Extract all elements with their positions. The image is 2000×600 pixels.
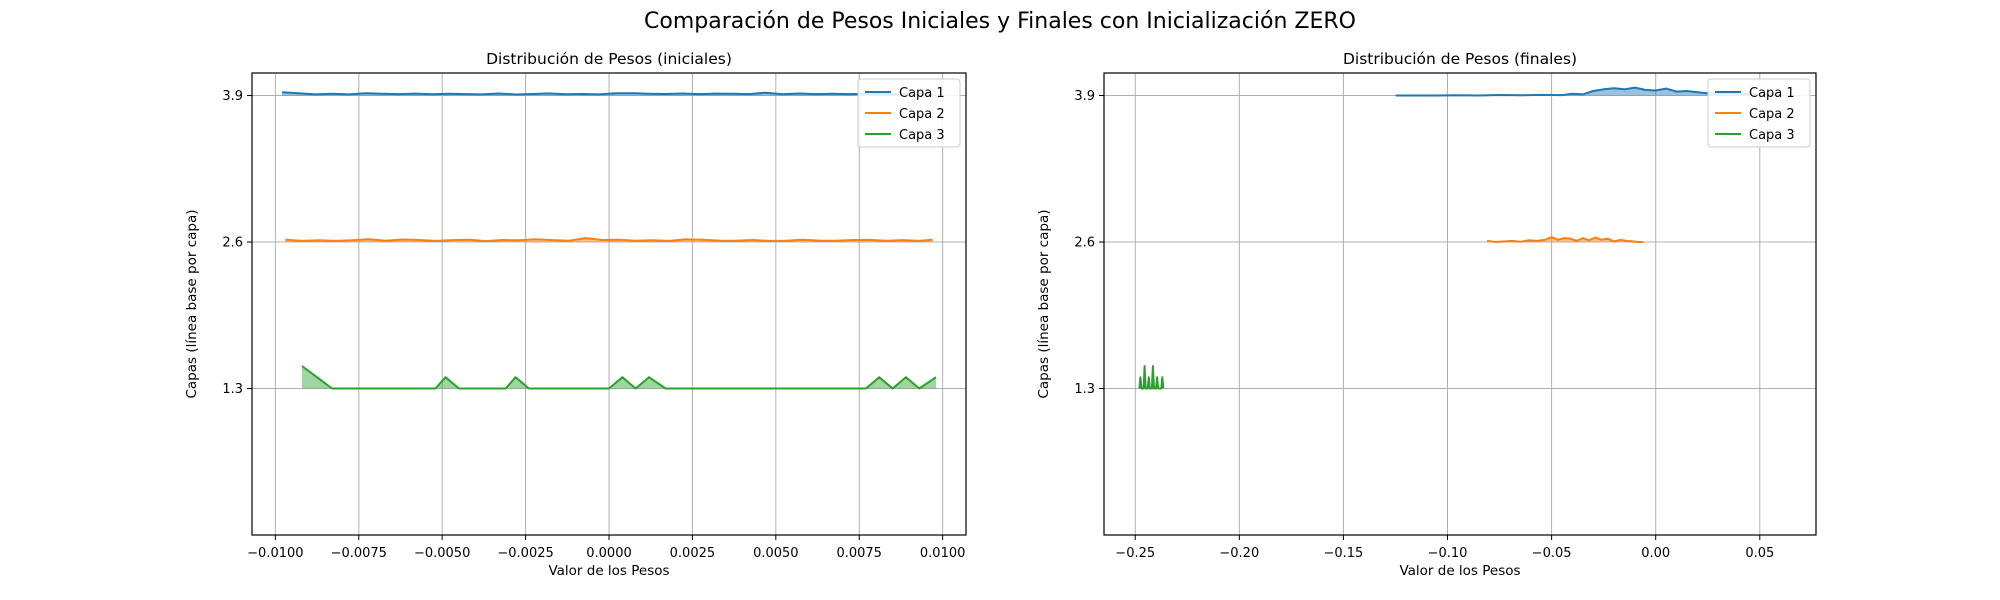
x-tick-label: −0.20 xyxy=(1219,546,1259,561)
legend: Capa 1 Capa 2 Capa 3 xyxy=(1707,78,1811,148)
legend-label-capa-3: Capa 3 xyxy=(899,128,945,143)
panel-title: Distribución de Pesos (iniciales) xyxy=(486,50,732,68)
x-tick-label: 0.0100 xyxy=(920,546,966,561)
legend-label-capa-2: Capa 2 xyxy=(899,107,945,122)
series-line-capa-2 xyxy=(1486,236,1644,243)
legend-label-capa-2: Capa 2 xyxy=(1749,107,1795,122)
series-area-capa-3 xyxy=(302,366,936,389)
x-tick-label: −0.0050 xyxy=(414,546,470,561)
x-tick-label: −0.05 xyxy=(1532,546,1572,561)
y-tick-label: 3.9 xyxy=(1074,89,1095,104)
x-tick-label: 0.00 xyxy=(1641,546,1670,561)
axes-frame xyxy=(1103,72,1817,536)
series-area-capa-2 xyxy=(1487,237,1644,242)
series-line-capa-3 xyxy=(301,365,937,390)
legend-box xyxy=(1707,78,1811,148)
y-tick-label: 3.9 xyxy=(222,89,243,104)
x-tick-label: 0.0075 xyxy=(836,546,882,561)
x-tick-label: −0.25 xyxy=(1115,546,1155,561)
x-tick-label: 0.0050 xyxy=(753,546,799,561)
legend-label-capa-3: Capa 3 xyxy=(1749,128,1795,143)
legend-label-capa-1: Capa 1 xyxy=(1749,86,1795,101)
x-tick-label: −0.0075 xyxy=(331,546,387,561)
y-tick-label: 2.6 xyxy=(222,236,243,251)
series-line-capa-1 xyxy=(281,91,933,96)
series-line-capa-3 xyxy=(1138,365,1165,390)
x-axis-label: Valor de los Pesos xyxy=(548,563,669,579)
x-axis-label: Valor de los Pesos xyxy=(1399,563,1520,579)
y-tick-label: 1.3 xyxy=(1074,382,1095,397)
y-tick-label: 1.3 xyxy=(222,382,243,397)
panel-title: Distribución de Pesos (finales) xyxy=(1343,50,1577,68)
x-tick-label: −0.0100 xyxy=(247,546,303,561)
series-area-capa-1 xyxy=(1395,87,1781,96)
legend: Capa 1 Capa 2 Capa 3 xyxy=(857,78,961,148)
legend-label-capa-1: Capa 1 xyxy=(899,86,945,101)
x-tick-label: −0.0025 xyxy=(497,546,553,561)
chart-panel-2: −0.25 −0.20 −0.15 −0.10 −0.05 0.00 0.05 1.3 2.6 3… xyxy=(1036,50,1817,579)
x-tick-label: 0.05 xyxy=(1745,546,1774,561)
x-tick-label: 0.0025 xyxy=(670,546,716,561)
series-line-capa-2 xyxy=(285,237,933,243)
x-tick-label: 0.0000 xyxy=(586,546,632,561)
y-tick-label: 2.6 xyxy=(1074,236,1095,251)
y-axis-label: Capas (línea base por capa) xyxy=(1036,209,1052,398)
x-tick-label: −0.10 xyxy=(1428,546,1468,561)
chart-panel-1: −0.0100 −0.0075 −0.0050 −0.0025 0.0000 0.0025… xyxy=(184,50,967,579)
y-axis-label: Capas (línea base por capa) xyxy=(184,209,200,398)
x-tick-label: −0.15 xyxy=(1323,546,1363,561)
legend-box xyxy=(857,78,961,148)
figure-title: Comparación de Pesos Iniciales y Finales… xyxy=(644,9,1356,34)
